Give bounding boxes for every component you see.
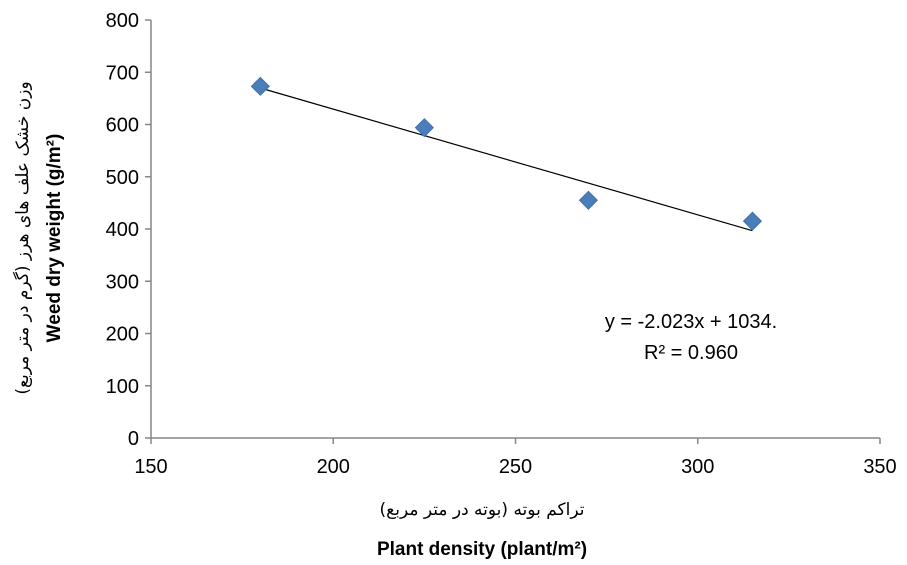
y-tick-label: 100: [106, 376, 139, 398]
data-point-diamond: [578, 190, 598, 210]
trendline: [260, 87, 753, 232]
x-axis-label-persian: تراکم بوته (بوته در متر مربع): [380, 500, 585, 520]
trendline-r-squared: R² = 0.960: [644, 342, 738, 364]
trendline-equation: y = -2.023x + 1034.: [605, 311, 777, 333]
x-tick-label: 200: [317, 456, 350, 478]
y-tick-label: 700: [106, 62, 139, 84]
y-axis-label-persian: وزن خشک علف های هرز (گرم در متر مربع): [12, 81, 33, 394]
x-ticks: 150 200 250 300 350: [134, 438, 897, 478]
data-points: [250, 76, 762, 231]
x-tick-label: 300: [681, 456, 714, 478]
x-tick-label: 150: [134, 456, 167, 478]
y-tick-label: 300: [106, 271, 139, 293]
y-ticks: 0 100 200 300 400 500 600 700 800: [106, 10, 151, 450]
data-point-diamond: [742, 211, 762, 231]
x-tick-label: 250: [499, 456, 532, 478]
y-tick-label: 0: [128, 428, 139, 450]
x-tick-label: 350: [863, 456, 896, 478]
data-point-diamond: [414, 118, 434, 138]
y-tick-label: 800: [106, 10, 139, 32]
y-tick-label: 600: [106, 115, 139, 137]
y-axis-label: Weed dry weight (g/m²): [44, 134, 65, 343]
x-axis-label: Plant density (plant/m²): [377, 539, 587, 560]
y-tick-label: 200: [106, 324, 139, 346]
y-tick-label: 500: [106, 167, 139, 189]
data-point-diamond: [250, 76, 270, 96]
y-tick-label: 400: [106, 219, 139, 241]
